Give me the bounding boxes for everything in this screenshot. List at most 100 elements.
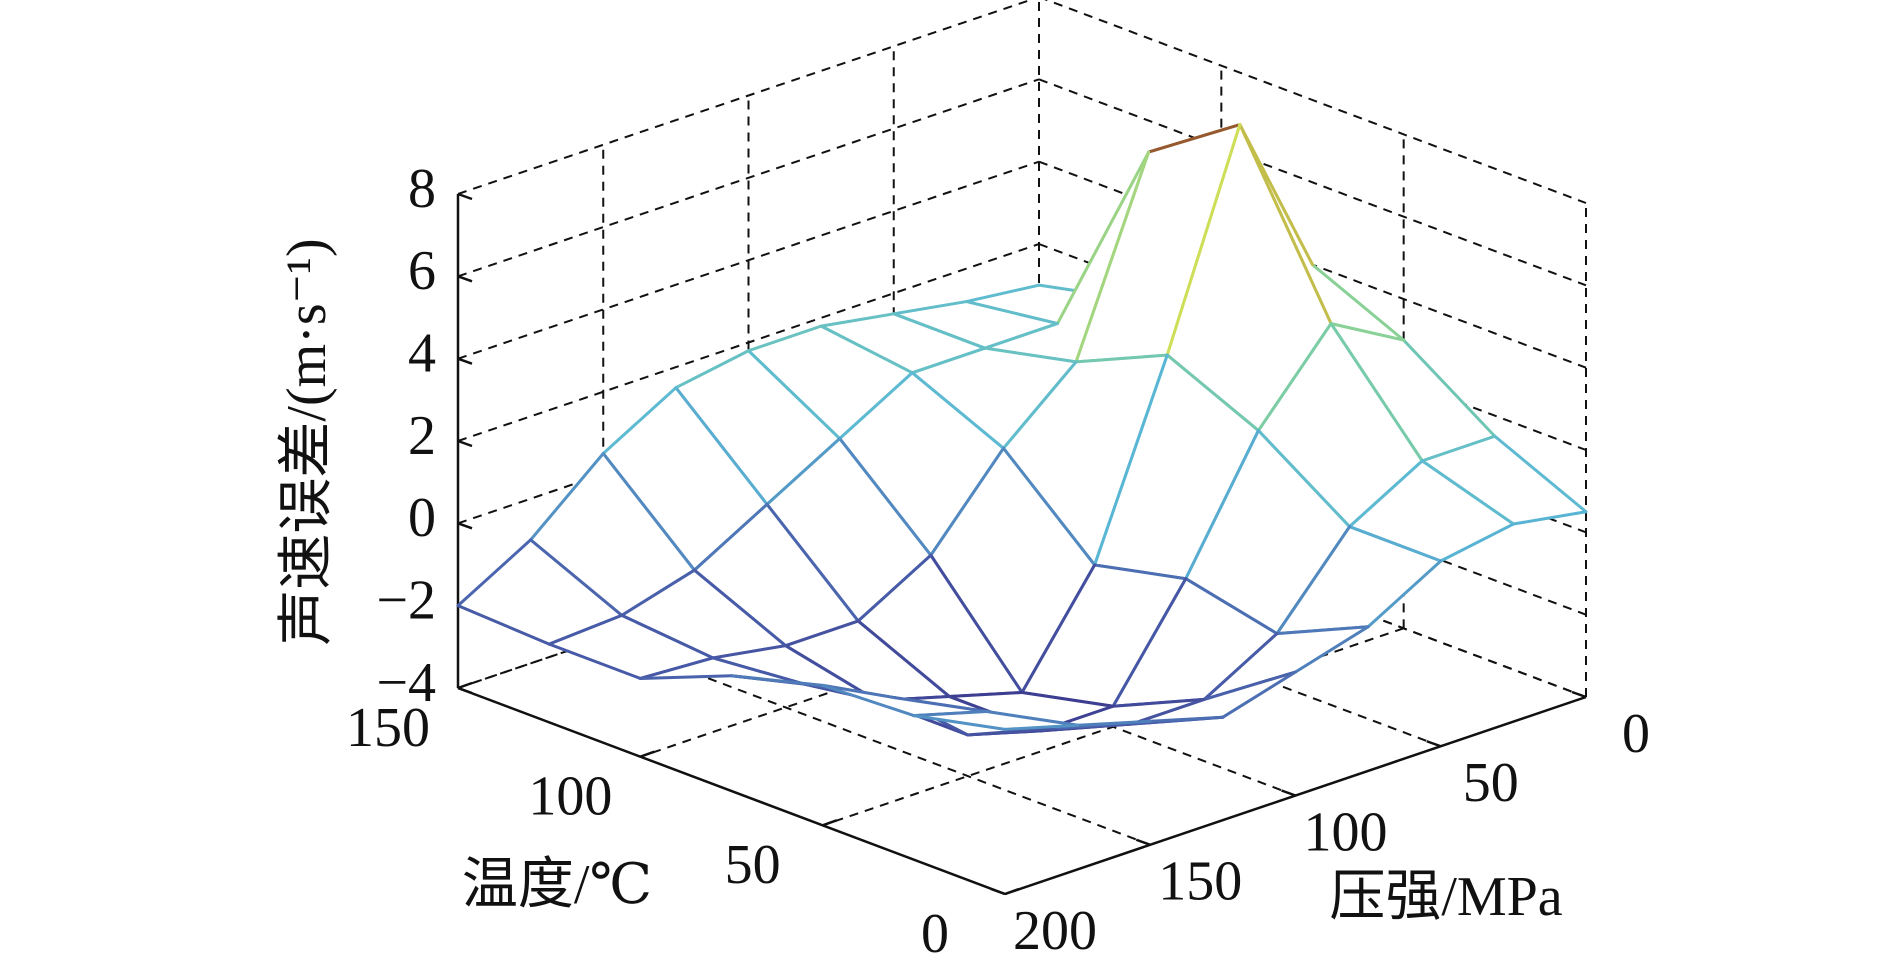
z-axis-label: 声速误差/(m·s⁻¹) (276, 238, 338, 645)
mesh-face (1076, 124, 1240, 362)
mesh-edge (765, 502, 860, 623)
mesh-face (1040, 699, 1205, 731)
mesh-face (1094, 355, 1259, 579)
mesh-edge (1202, 670, 1297, 701)
mesh-edge (456, 538, 533, 608)
mesh-edge (692, 568, 788, 648)
mesh-edge (1003, 723, 1080, 731)
x-axis-label: 温度/℃ (462, 854, 652, 916)
mesh-face (694, 504, 859, 646)
mesh-edge (819, 312, 896, 328)
mesh-face (675, 350, 840, 505)
mesh-edge (1184, 429, 1260, 581)
mesh-face (913, 711, 1078, 730)
z-tick-label: −4 (376, 652, 436, 714)
mesh-edge (912, 714, 1007, 731)
mesh-edge (529, 452, 605, 542)
mesh-edge (966, 726, 1061, 737)
mesh-edge (529, 538, 624, 617)
mesh-face (1204, 626, 1369, 700)
mesh-face (640, 657, 805, 685)
grid-line (457, 160, 1040, 360)
mesh-edge (912, 710, 988, 718)
mesh-face (839, 372, 1004, 556)
mesh-edge (1184, 577, 1279, 636)
mesh-edge (947, 691, 1024, 699)
mesh-edge (983, 322, 1060, 350)
mesh-face (912, 348, 1077, 449)
mesh-face (949, 692, 1114, 731)
x-axis (457, 686, 1006, 896)
mesh-edge (892, 312, 987, 350)
mesh-edge (674, 386, 769, 506)
tick-mark (457, 439, 473, 448)
mesh-edge (1256, 322, 1333, 433)
mesh-edge (711, 656, 806, 686)
mesh-edge (1439, 522, 1515, 563)
tick-mark (457, 681, 473, 690)
mesh-edge (964, 283, 1041, 304)
mesh-edge (601, 386, 678, 455)
mesh-edge (1511, 510, 1588, 526)
mesh-edge (730, 674, 825, 687)
mesh-edge (765, 437, 842, 506)
mesh-edge (964, 300, 1060, 326)
mesh-edge (821, 683, 897, 700)
mesh-edge (1329, 322, 1424, 463)
mesh-edge (547, 613, 624, 646)
grid-line (457, 78, 1040, 278)
mesh-edge (1221, 670, 1297, 719)
y-axis-label: 压强/MPa (1329, 866, 1562, 928)
z-tick-label: 0 (408, 487, 436, 549)
mesh-edge (893, 696, 988, 714)
mesh-edge (983, 346, 1078, 364)
mesh-face (821, 313, 985, 373)
mesh-edge (892, 300, 968, 316)
mesh-edge (910, 346, 987, 375)
tick-mark (1281, 789, 1296, 797)
mesh-edge (1165, 123, 1242, 357)
mesh-edge (1020, 691, 1115, 708)
mesh-edge (929, 553, 1024, 694)
mesh-edge (1148, 715, 1225, 723)
mesh-edge (1130, 697, 1206, 726)
mesh-edge (910, 371, 1005, 450)
mesh-edge (747, 324, 823, 353)
mesh-face (930, 448, 1095, 693)
mesh-edge (984, 710, 1080, 727)
tick-mark (1426, 740, 1442, 748)
mesh-face (1422, 436, 1586, 525)
mesh-edge (547, 642, 642, 680)
mesh-edge (838, 371, 914, 441)
x-tick-label: 150 (346, 697, 430, 759)
grid-line (1038, 78, 1587, 287)
x-tick-label: 50 (725, 834, 781, 896)
y-tick-label: 0 (1622, 703, 1650, 765)
mesh-edge (1256, 429, 1352, 529)
mesh-edge (1493, 434, 1588, 514)
mesh-edge (1311, 263, 1406, 342)
mesh-edge (1348, 525, 1443, 563)
mesh-edge (1294, 625, 1370, 674)
mesh-edge (620, 613, 715, 660)
grid-line (457, 0, 1034, 195)
mesh-face (1349, 460, 1514, 561)
mesh-edge (1402, 338, 1497, 438)
mesh-edge (674, 349, 750, 390)
mesh-edge (1329, 322, 1406, 342)
mesh-edge (1020, 563, 1097, 694)
mesh-edge (1093, 563, 1188, 581)
mesh-edge (1275, 625, 1370, 636)
mesh-edge (1366, 559, 1443, 629)
y-tick-label: 150 (1158, 851, 1242, 913)
mesh-face (549, 615, 713, 679)
mesh-edge (1348, 459, 1424, 529)
tick-mark (1135, 838, 1151, 846)
mesh-edge (1147, 123, 1242, 154)
mesh-edge (747, 349, 842, 441)
mesh-face (458, 539, 622, 645)
mesh-edge (1111, 697, 1206, 708)
tick-mark (822, 819, 838, 827)
mesh-face (785, 621, 950, 701)
tick-mark (639, 750, 655, 758)
